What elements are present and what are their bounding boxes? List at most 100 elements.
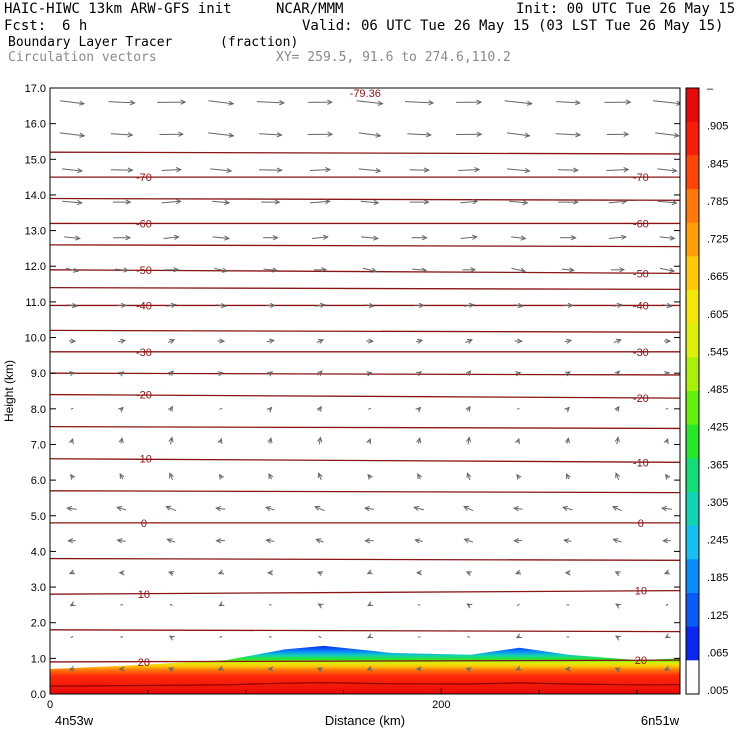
colorbar-swatch bbox=[686, 424, 699, 459]
circulation-vector-head bbox=[515, 633, 522, 639]
circulation-vector bbox=[166, 304, 176, 307]
circulation-vector-head bbox=[417, 472, 423, 480]
circulation-vector-head bbox=[463, 538, 470, 544]
temperature-contour-line bbox=[50, 269, 680, 275]
circulation-vector-head bbox=[69, 371, 76, 377]
circulation-vector-head bbox=[316, 667, 323, 673]
circulation-vector bbox=[208, 100, 234, 105]
circulation-vector bbox=[463, 304, 474, 307]
center-label: NCAR/MMM bbox=[276, 1, 344, 17]
circulation-vector bbox=[216, 507, 226, 510]
circulation-vector-head bbox=[520, 235, 527, 241]
colorbar-swatch bbox=[686, 458, 699, 493]
circulation-vector-head bbox=[70, 338, 77, 344]
circulation-vector-head bbox=[476, 99, 483, 105]
contour-label: -10 bbox=[633, 457, 649, 469]
circulation-vector-head bbox=[180, 99, 187, 105]
circulation-vector-head bbox=[367, 633, 374, 639]
circulation-vector-head bbox=[125, 235, 132, 241]
y-tick-label: 10.0 bbox=[25, 333, 46, 345]
circulation-vector bbox=[117, 539, 126, 542]
circulation-vector-head bbox=[119, 338, 127, 344]
circulation-vector-head bbox=[324, 199, 331, 205]
circulation-vector-head bbox=[218, 473, 225, 480]
circulation-vector-head bbox=[368, 338, 375, 344]
circulation-vector-head bbox=[566, 472, 571, 479]
colorbar-label: – bbox=[707, 83, 714, 95]
circulation-vector-head bbox=[316, 405, 322, 412]
circulation-vector bbox=[506, 132, 530, 137]
circulation-vector-head bbox=[317, 370, 323, 376]
circulation-vector-head bbox=[614, 436, 620, 443]
circulation-vector-head bbox=[118, 406, 124, 413]
circulation-vector-head bbox=[67, 538, 74, 544]
vectors-label: Circulation vectors bbox=[8, 50, 157, 65]
temperature-contour-line bbox=[50, 393, 680, 399]
model-title: HAIC-HIWC 13km ARW-GFS init bbox=[4, 1, 232, 17]
circulation-vector bbox=[415, 539, 423, 542]
circulation-vector bbox=[65, 267, 79, 272]
circulation-vector-head bbox=[466, 339, 473, 344]
circulation-vector-head bbox=[321, 267, 328, 273]
circulation-vector-head bbox=[514, 438, 520, 445]
contour-label: -50 bbox=[136, 265, 152, 277]
circulation-vector-head bbox=[416, 371, 423, 377]
x-tick-label: 0 bbox=[47, 699, 53, 711]
colorbar-label: .665 bbox=[707, 271, 728, 283]
temperature-contour-line bbox=[50, 589, 680, 595]
circulation-vector bbox=[263, 268, 278, 271]
circulation-vector-head bbox=[421, 235, 428, 241]
circulation-vector bbox=[361, 236, 378, 239]
circulation-vector bbox=[460, 236, 477, 239]
circulation-vector-head bbox=[669, 267, 676, 273]
circulation-vector bbox=[564, 539, 572, 542]
circulation-vector-head bbox=[616, 302, 623, 309]
circulation-vector-head bbox=[170, 302, 177, 309]
circulation-vector-head bbox=[415, 666, 422, 672]
colorbar-label: .605 bbox=[707, 309, 728, 321]
circulation-vector bbox=[163, 236, 179, 239]
x-tick-label: 200 bbox=[432, 699, 450, 711]
circulation-vector-head bbox=[515, 665, 522, 671]
circulation-vector-head bbox=[217, 665, 224, 671]
circulation-vector bbox=[115, 268, 129, 271]
circulation-vector bbox=[161, 169, 181, 171]
circulation-vector bbox=[608, 200, 627, 204]
circulation-vector bbox=[613, 339, 621, 343]
circulation-vector bbox=[506, 168, 530, 172]
circulation-vector-head bbox=[517, 302, 524, 309]
circulation-vector bbox=[365, 507, 374, 510]
temperature-contour-line bbox=[50, 629, 680, 633]
circulation-vector-head bbox=[168, 370, 175, 376]
temperature-contour-line bbox=[50, 151, 680, 155]
colorbar-swatch bbox=[686, 660, 699, 695]
colorbar-swatch bbox=[686, 525, 699, 560]
y-tick-label: 16.0 bbox=[25, 119, 46, 131]
circulation-vector bbox=[557, 169, 578, 171]
surface-contour bbox=[50, 682, 680, 687]
circulation-vector bbox=[561, 268, 574, 271]
contour-label: -10 bbox=[136, 454, 152, 466]
contour-label: -60 bbox=[633, 218, 649, 230]
colorbar-label: .005 bbox=[707, 685, 728, 697]
y-tick-label: 8.0 bbox=[31, 404, 46, 416]
circulation-vector-head bbox=[516, 473, 522, 480]
circulation-vector-head bbox=[368, 302, 375, 308]
circulation-vector-head bbox=[612, 538, 619, 544]
forecast-label: Fcst: bbox=[4, 18, 47, 34]
colorbar-label: .425 bbox=[707, 422, 728, 434]
circulation-vector-head bbox=[517, 338, 523, 344]
circulation-vector-head bbox=[418, 302, 425, 309]
circulation-vector-head bbox=[367, 601, 374, 607]
circulation-vector-head bbox=[327, 131, 334, 137]
circulation-vector-head bbox=[575, 132, 582, 138]
circulation-vector-head bbox=[375, 132, 382, 138]
circulation-vector-head bbox=[463, 505, 470, 511]
xy-endpoints: XY= 259.5, 91.6 to 274.6,110.2 bbox=[276, 50, 511, 65]
circulation-vector-head bbox=[563, 538, 570, 544]
circulation-vector-head bbox=[565, 338, 573, 344]
y-axis-label: Height (km) bbox=[2, 360, 16, 422]
circulation-vector bbox=[266, 539, 275, 542]
circulation-vector-head bbox=[468, 302, 475, 308]
circulation-vector-head bbox=[68, 569, 76, 575]
